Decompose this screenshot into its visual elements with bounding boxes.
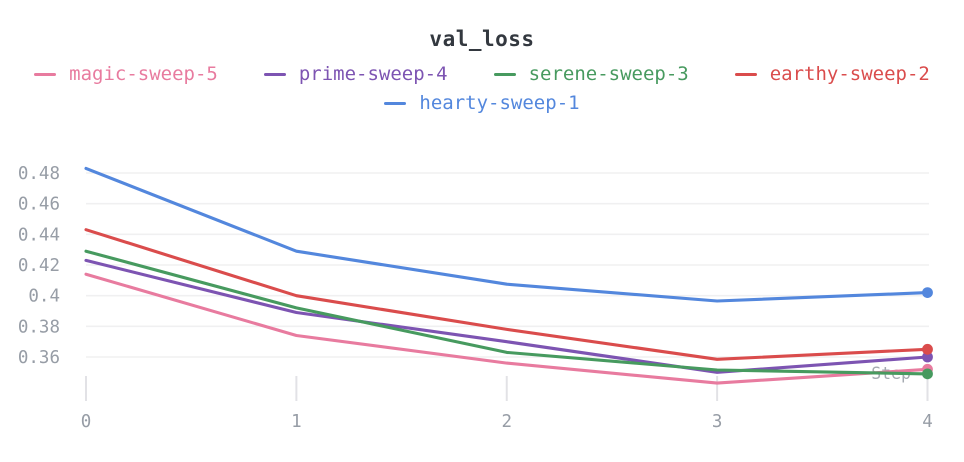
legend-item-earthy-sweep-2[interactable]: earthy-sweep-2 — [734, 62, 930, 87]
x-axis-tick-label: 0 — [81, 412, 92, 432]
legend-line-swatch-icon — [263, 72, 286, 77]
chart-legend: magic-sweep-5 prime-sweep-4 serene-sweep… — [0, 62, 964, 116]
series-endpoint-hearty-sweep-1[interactable] — [922, 287, 933, 298]
y-axis-tick-label: 0.38 — [18, 317, 60, 337]
x-axis-tick-label: 4 — [922, 412, 933, 432]
x-axis-tick-label: 3 — [712, 412, 723, 432]
x-axis-tick-label: 2 — [501, 412, 512, 432]
panel-title: val_loss — [429, 27, 535, 51]
y-axis-tick-label: 0.46 — [18, 195, 60, 215]
y-axis-tick-label: 0.44 — [18, 225, 60, 245]
y-axis-tick-label: 0.42 — [18, 256, 60, 276]
series-endpoint-earthy-sweep-2[interactable] — [922, 343, 933, 355]
legend-label: hearty-sweep-1 — [419, 92, 580, 114]
series-endpoint-serene-sweep-3[interactable] — [922, 368, 933, 380]
legend-label: earthy-sweep-2 — [769, 63, 930, 85]
legend-line-swatch-icon — [493, 72, 516, 77]
legend-label: magic-sweep-5 — [69, 63, 218, 85]
legend-line-swatch-icon — [734, 72, 757, 77]
legend-line-swatch-icon — [34, 72, 57, 77]
legend-item-serene-sweep-3[interactable]: serene-sweep-3 — [493, 62, 689, 87]
series-line-earthy-sweep-2[interactable] — [84, 228, 930, 361]
series-endpoint-prime-sweep-4[interactable] — [922, 351, 933, 363]
legend-row-2: hearty-sweep-1 — [384, 91, 580, 116]
legend-item-hearty-sweep-1[interactable]: hearty-sweep-1 — [384, 91, 580, 116]
series-line-serene-sweep-3[interactable] — [84, 249, 930, 376]
y-axis-tick-label: 0.4 — [28, 287, 60, 307]
series-line-magic-sweep-5[interactable] — [84, 272, 930, 385]
y-axis-tick-label: 0.36 — [18, 348, 60, 368]
x-axis-tick-label: 1 — [291, 412, 302, 432]
legend-label: prime-sweep-4 — [298, 63, 448, 85]
legend-item-prime-sweep-4[interactable]: prime-sweep-4 — [263, 62, 448, 87]
legend-row-1: magic-sweep-5 prime-sweep-4 serene-sweep… — [34, 62, 930, 87]
series-line-prime-sweep-4[interactable] — [84, 258, 930, 374]
series-line-hearty-sweep-1[interactable] — [84, 166, 930, 303]
legend-label: serene-sweep-3 — [528, 63, 689, 85]
y-axis-tick-label: 0.48 — [18, 164, 60, 184]
legend-line-swatch-icon — [384, 101, 407, 106]
legend-item-magic-sweep-5[interactable]: magic-sweep-5 — [34, 62, 218, 87]
